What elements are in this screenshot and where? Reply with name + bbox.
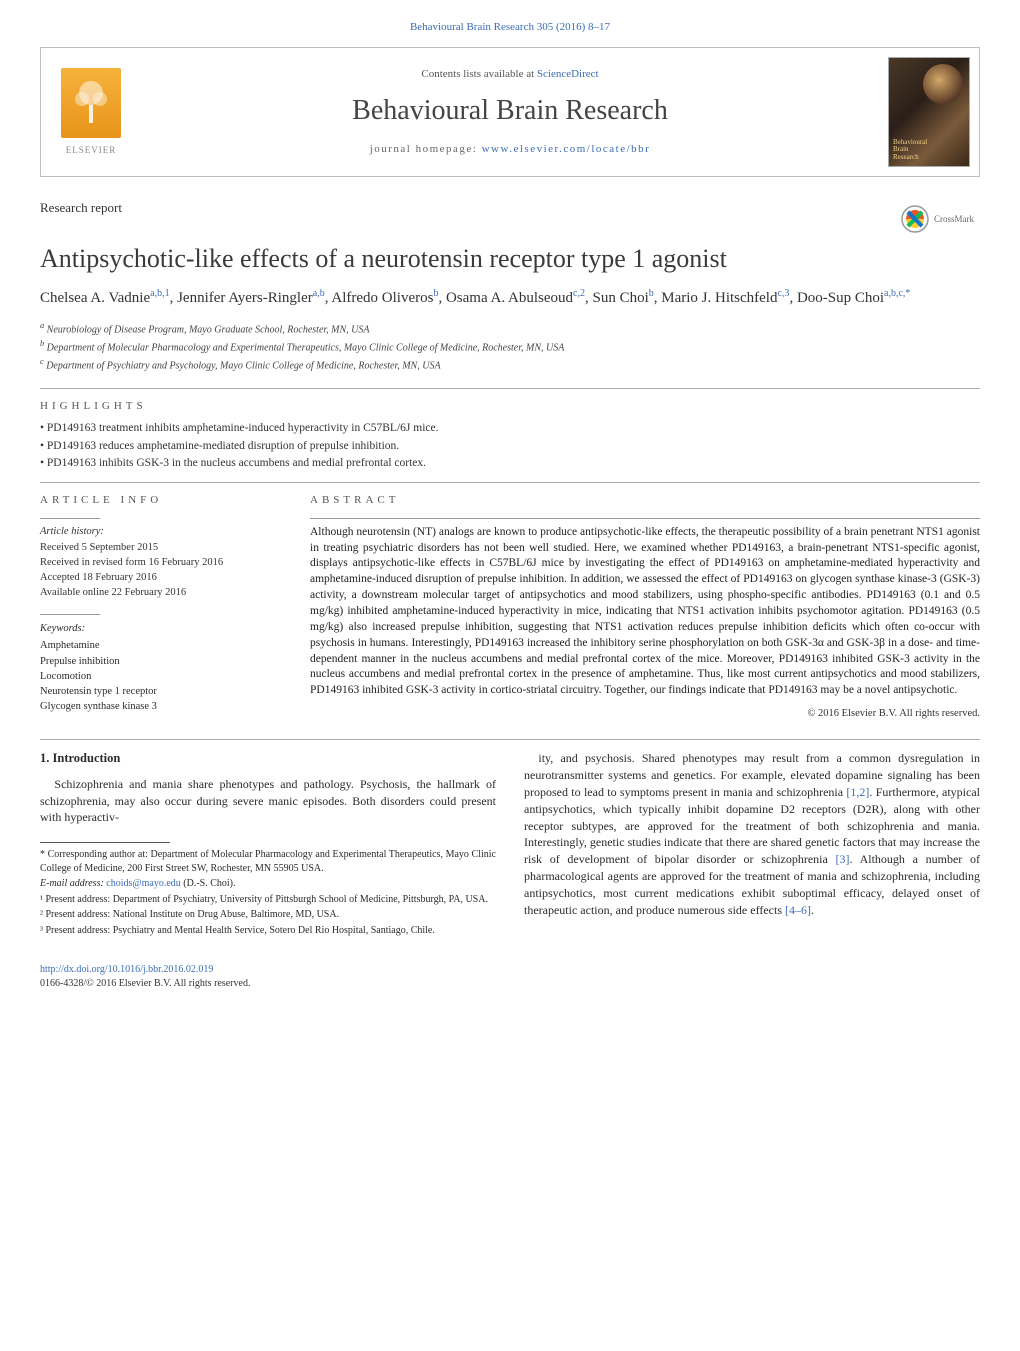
keywords: Keywords: AmphetaminePrepulse inhibition… <box>40 621 280 714</box>
divider <box>40 388 980 389</box>
highlight-item: PD149163 inhibits GSK-3 in the nucleus a… <box>40 456 980 472</box>
email-author: (D.-S. Choi). <box>181 878 236 889</box>
highlights-label: HIGHLIGHTS <box>40 399 980 414</box>
keyword-item: Prepulse inhibition <box>40 654 280 669</box>
author: Chelsea A. Vadniea,b,1 <box>40 290 170 306</box>
publisher-logo-area: ELSEVIER <box>41 48 141 176</box>
abstract-copyright: © 2016 Elsevier B.V. All rights reserved… <box>310 707 980 721</box>
keyword-item: Glycogen synthase kinase 3 <box>40 699 280 714</box>
footnote-item: ³ Present address: Psychiatry and Mental… <box>40 924 496 938</box>
article-history: Article history: Received 5 September 20… <box>40 525 280 600</box>
contents-prefix: Contents lists available at <box>421 68 536 80</box>
highlight-item: PD149163 treatment inhibits amphetamine-… <box>40 421 980 437</box>
intro-para-1: Schizophrenia and mania share phenotypes… <box>40 776 496 826</box>
short-divider <box>40 614 100 615</box>
crossmark-icon <box>900 204 930 234</box>
history-item: Accepted 18 February 2016 <box>40 571 280 586</box>
intro-heading: 1. Introduction <box>40 750 496 768</box>
divider <box>40 739 980 740</box>
abstract-column: ABSTRACT Although neurotensin (NT) analo… <box>310 493 980 721</box>
abstract-label: ABSTRACT <box>310 493 980 508</box>
keyword-item: Locomotion <box>40 669 280 684</box>
history-item: Received 5 September 2015 <box>40 541 280 556</box>
journal-cover-area <box>879 48 979 176</box>
affiliation: b Department of Molecular Pharmacology a… <box>40 338 980 355</box>
footnote-item: ² Present address: National Institute on… <box>40 908 496 922</box>
article-info-label: ARTICLE INFO <box>40 493 280 508</box>
article-type: Research report <box>40 199 122 217</box>
email-link[interactable]: choids@mayo.edu <box>106 878 180 889</box>
sciencedirect-link[interactable]: ScienceDirect <box>537 68 599 80</box>
divider <box>40 482 980 483</box>
doi-link[interactable]: http://dx.doi.org/10.1016/j.bbr.2016.02.… <box>40 964 213 975</box>
journal-header: ELSEVIER Contents lists available at Sci… <box>40 47 980 177</box>
keyword-item: Neurotensin type 1 receptor <box>40 684 280 699</box>
abstract-text: Although neurotensin (NT) analogs are kn… <box>310 525 980 699</box>
intro-para-2: ity, and psychosis. Shared phenotypes ma… <box>524 750 980 918</box>
author: Alfredo Oliverosb <box>331 290 438 306</box>
corresponding-author-note: * Corresponding author at: Department of… <box>40 848 496 875</box>
article-title: Antipsychotic-like effects of a neuroten… <box>40 243 980 274</box>
author-list: Chelsea A. Vadniea,b,1, Jennifer Ayers-R… <box>40 286 980 310</box>
divider <box>310 518 980 519</box>
footnote-item: ¹ Present address: Department of Psychia… <box>40 893 496 907</box>
journal-cover-thumbnail <box>888 57 970 167</box>
history-item: Received in revised form 16 February 201… <box>40 556 280 571</box>
citation-line: Behavioural Brain Research 305 (2016) 8–… <box>40 20 980 35</box>
email-label: E-mail address: <box>40 878 106 889</box>
affiliation: a Neurobiology of Disease Program, Mayo … <box>40 320 980 337</box>
article-info-column: ARTICLE INFO Article history: Received 5… <box>40 493 280 721</box>
affiliations: a Neurobiology of Disease Program, Mayo … <box>40 320 980 374</box>
history-title: Article history: <box>40 525 280 540</box>
journal-title: Behavioural Brain Research <box>352 92 668 130</box>
author: Mario J. Hitschfeldc,3 <box>661 290 789 306</box>
footnote-rule <box>40 842 170 843</box>
keywords-title: Keywords: <box>40 621 280 636</box>
keyword-item: Amphetamine <box>40 638 280 653</box>
ref-link-4-6[interactable]: [4–6] <box>785 903 811 917</box>
short-divider <box>40 518 100 519</box>
contents-available-line: Contents lists available at ScienceDirec… <box>421 67 598 82</box>
history-item: Available online 22 February 2016 <box>40 586 280 601</box>
author: Osama A. Abulseoudc,2 <box>446 290 585 306</box>
ref-link-3[interactable]: [3] <box>836 852 850 866</box>
publisher-name: ELSEVIER <box>66 144 117 156</box>
author: Doo-Sup Choia,b,c,* <box>797 290 910 306</box>
highlights-section: HIGHLIGHTS PD149163 treatment inhibits a… <box>40 399 980 472</box>
email-line: E-mail address: choids@mayo.edu (D.-S. C… <box>40 877 496 891</box>
highlights-list: PD149163 treatment inhibits amphetamine-… <box>40 421 980 472</box>
crossmark-badge[interactable]: CrossMark <box>900 199 980 239</box>
article-footer: http://dx.doi.org/10.1016/j.bbr.2016.02.… <box>40 963 980 990</box>
author: Sun Choib <box>592 290 653 306</box>
article-body: 1. Introduction Schizophrenia and mania … <box>40 750 980 939</box>
intro-text-2d: . <box>811 903 814 917</box>
crossmark-label: CrossMark <box>934 213 974 225</box>
elsevier-tree-icon <box>61 68 121 138</box>
author: Jennifer Ayers-Ringlera,b <box>177 290 325 306</box>
footnotes: * Corresponding author at: Department of… <box>40 842 496 937</box>
highlight-item: PD149163 reduces amphetamine-mediated di… <box>40 439 980 455</box>
homepage-line: journal homepage: www.elsevier.com/locat… <box>370 142 651 157</box>
ref-link-1-2[interactable]: [1,2] <box>846 785 869 799</box>
homepage-link[interactable]: www.elsevier.com/locate/bbr <box>482 143 651 155</box>
header-center: Contents lists available at ScienceDirec… <box>141 48 879 176</box>
affiliation: c Department of Psychiatry and Psycholog… <box>40 356 980 373</box>
homepage-prefix: journal homepage: <box>370 143 482 155</box>
issn-copyright: 0166-4328/© 2016 Elsevier B.V. All right… <box>40 978 250 989</box>
